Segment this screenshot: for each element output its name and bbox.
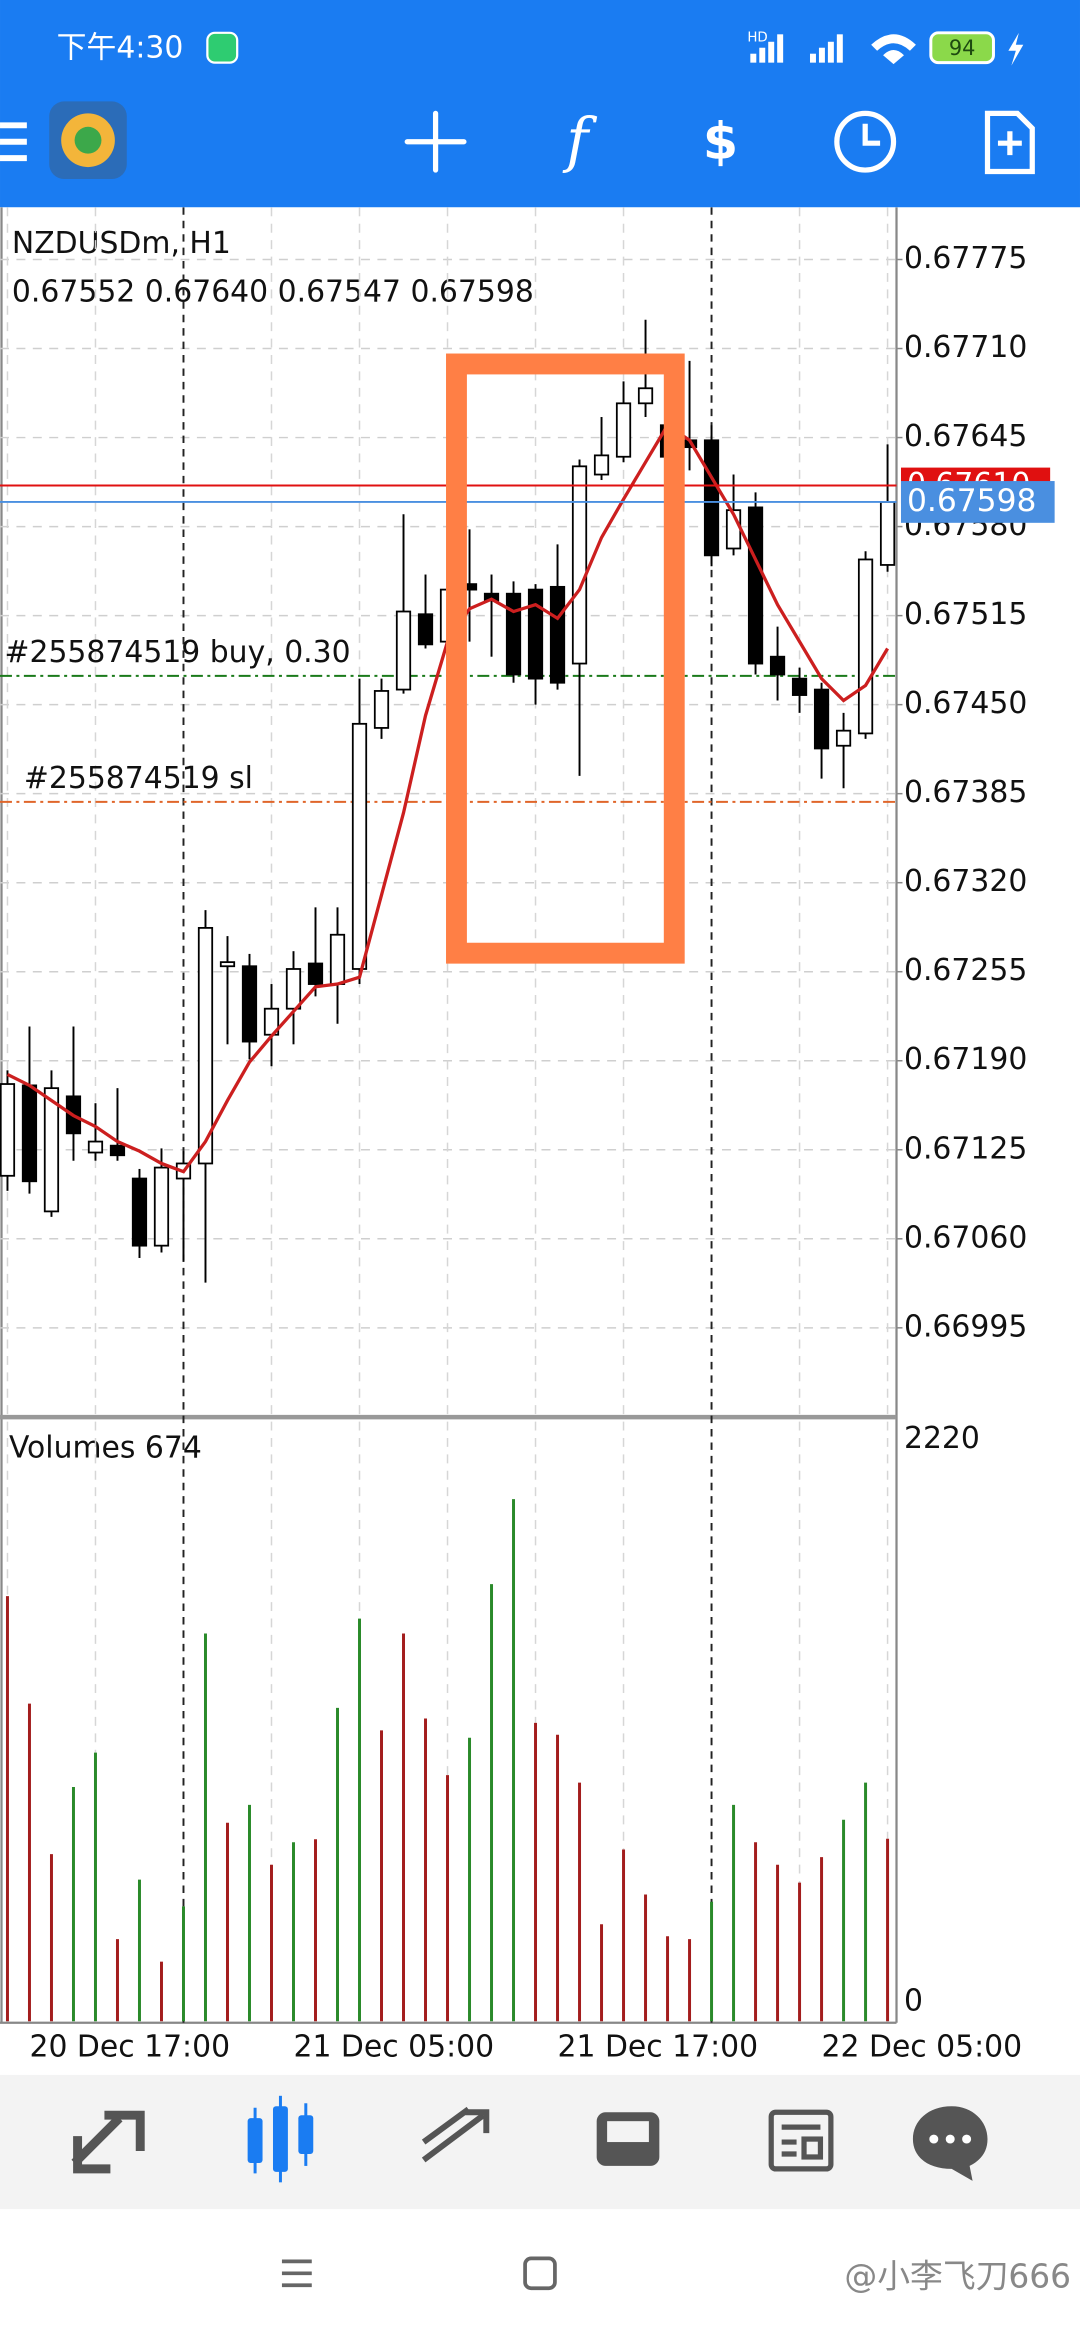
candle-body [131,1177,148,1247]
candle-body [197,926,214,1165]
bid-label: 0.67598 [907,483,1037,519]
status-app-icon [206,31,239,64]
order-label: #255874519 sl [24,761,253,796]
candle-body [791,677,808,696]
volume-title: Volumes 674 [9,1430,202,1465]
status-network: HD [747,30,767,45]
candle-body [571,465,588,665]
candle-body [747,506,764,665]
bottom-nav [0,2074,1080,2210]
system-menu[interactable] [281,2259,312,2288]
y-tick-label: 0.67385 [904,775,1027,810]
candle-body [395,610,412,691]
y-tick-label: 0.67645 [904,419,1027,454]
candle-body [505,592,522,676]
candle-body [109,1144,126,1157]
y-tick-label: 0.67710 [904,330,1027,365]
system-home[interactable] [523,2256,557,2291]
ohlc-low: 0.67547 [278,274,401,309]
nav-history[interactable] [596,2112,660,2166]
candle-body [351,722,368,970]
battery-level: 94 [949,36,976,60]
candle-body [813,688,830,750]
candle-body [549,585,566,684]
candle-body [21,1084,38,1183]
candle-body [153,1166,170,1247]
candle-body [527,588,544,680]
ohlc-info: 0.67552 0.67640 0.67547 0.67598 [12,274,534,309]
y-tick-label: 0.67320 [904,864,1027,899]
period-button[interactable] [834,110,897,173]
charging-icon [1008,32,1024,66]
bid-label-bg [900,481,1055,523]
app-header [0,0,1080,208]
ohlc-open: 0.67552 [12,274,135,309]
trade-button[interactable]: $ [703,112,738,171]
watermark: @小李飞刀666 [844,2257,1071,2295]
candle-body [329,933,346,985]
candle-body [857,558,874,735]
nav-quotes[interactable] [71,2110,145,2174]
x-tick-label: 21 Dec 17:00 [558,2030,759,2065]
y-tick-label: 0 [904,1983,923,2018]
candle-body [43,1087,60,1213]
candle-body [219,961,236,968]
y-tick-label: 0.67515 [904,597,1027,632]
candle-body [637,387,654,405]
candle-body [373,690,390,729]
system-nav [0,2209,1080,2340]
candle-body [615,402,632,458]
y-tick-label: 0.67775 [904,241,1027,276]
nav-chart[interactable] [247,2095,314,2183]
ohlc-high: 0.67640 [145,274,268,309]
y-tick-label: 0.66995 [904,1309,1027,1344]
ohlc-close: 0.67598 [410,274,533,309]
battery [929,31,995,65]
price-chart [0,207,1080,2075]
candle-body [593,454,610,476]
candle-body [879,501,896,566]
new-order-button[interactable] [984,110,1035,175]
order-label: #255874519 buy, 0.30 [4,635,350,670]
candle-body [0,1083,16,1177]
x-tick-label: 21 Dec 05:00 [293,2030,494,2065]
chart-background [0,207,1080,2075]
crosshair-button[interactable] [404,110,467,173]
x-tick-label: 20 Dec 17:00 [29,2030,230,2065]
menu-button[interactable] [0,122,27,162]
volume-last: 674 [145,1430,202,1465]
nav-news[interactable] [768,2109,834,2172]
nav-messages[interactable] [912,2106,988,2181]
candle-body [835,729,852,747]
y-tick-label: 2220 [904,1421,980,1456]
candle-body [769,655,786,676]
nav-trade[interactable] [421,2106,490,2163]
y-tick-label: 0.67060 [904,1220,1027,1255]
volume-name: Volumes [9,1430,135,1465]
highlight-box [446,353,685,964]
candle-body [241,965,258,1043]
symbol-title: NZDUSDm, H1 [12,226,231,261]
candle-body [703,439,720,557]
candle-body [285,968,302,1010]
x-tick-label: 22 Dec 05:00 [822,2030,1023,2065]
signal-icons [750,34,916,65]
y-tick-label: 0.67255 [904,953,1027,988]
candle-body [417,613,434,646]
app-logo-mark-inner [74,126,102,154]
status-time: 下午4:30 [57,31,184,66]
candle-body [307,962,324,985]
candle-body [87,1140,104,1154]
y-tick-label: 0.67450 [904,686,1027,721]
y-tick-label: 0.67190 [904,1042,1027,1077]
y-tick-label: 0.67125 [904,1131,1027,1166]
